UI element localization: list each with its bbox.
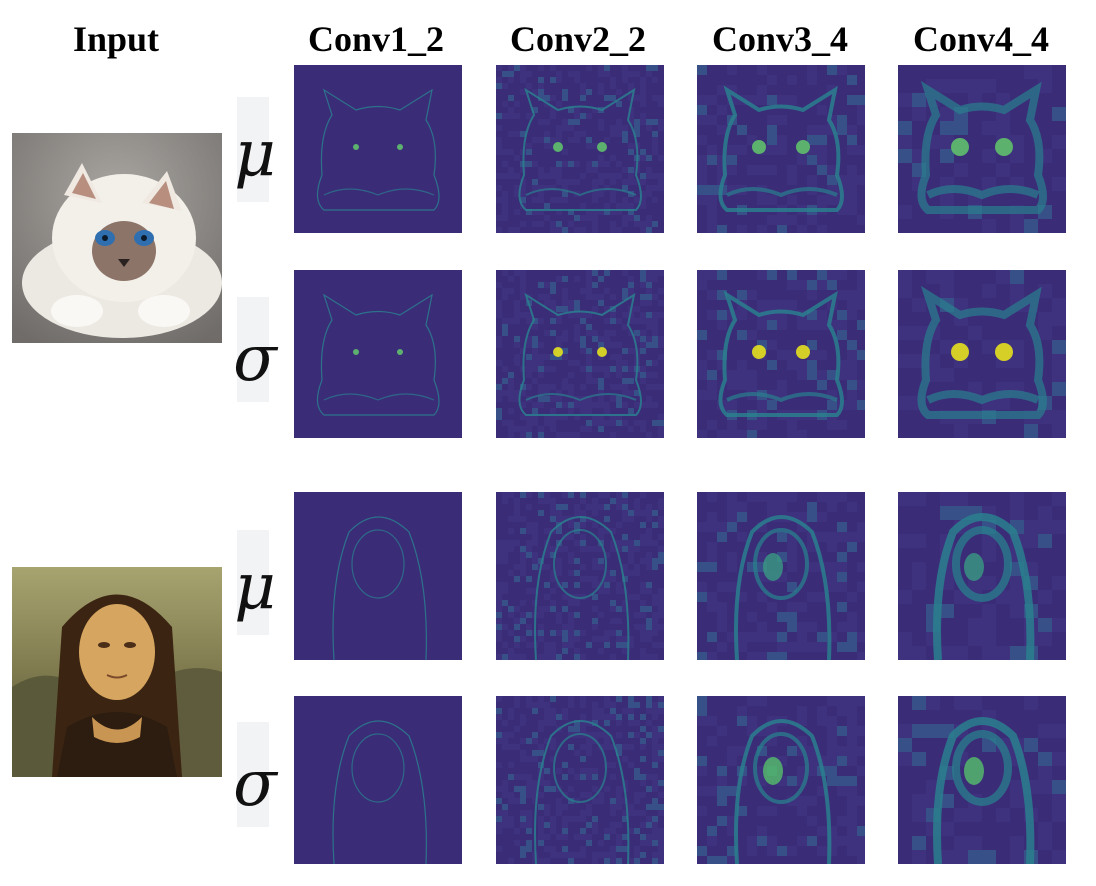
feature-map-cat-mean-3 (697, 65, 865, 233)
symbol-bg-2 (237, 297, 269, 402)
feature-map-cat-mean-1 (294, 65, 462, 233)
header-input: Input (72, 19, 160, 59)
feature-map-mona-lisa-mean-4 (898, 492, 1066, 660)
feature-map-mona-lisa-std-2 (496, 696, 664, 864)
header-conv3-4: Conv3_4 (711, 19, 849, 59)
input-image-mona-lisa (12, 567, 222, 777)
feature-map-cat-mean-4 (898, 65, 1066, 233)
feature-map-mona-lisa-mean-1 (294, 492, 462, 660)
symbol-mu-cat: μ (234, 117, 276, 191)
feature-map-cat-std-1 (294, 270, 462, 438)
header-conv4-4: Conv4_4 (912, 19, 1050, 59)
feature-map-mona-lisa-std-1 (294, 696, 462, 864)
symbol-sigma-cat: σ (233, 322, 277, 396)
feature-map-mona-lisa-mean-2 (496, 492, 664, 660)
feature-map-cat-std-4 (898, 270, 1066, 438)
input-image-cat (12, 133, 222, 343)
header-conv2-2: Conv2_2 (509, 19, 647, 59)
symbol-mu-mona-lisa: μ (234, 550, 276, 624)
feature-map-mona-lisa-std-3 (697, 696, 865, 864)
feature-map-cat-std-2 (496, 270, 664, 438)
symbol-bg-3 (237, 530, 269, 635)
feature-map-cat-std-3 (697, 270, 865, 438)
symbol-sigma-mona-lisa: σ (233, 747, 277, 821)
feature-map-cat-mean-2 (496, 65, 664, 233)
symbol-bg-4 (237, 722, 269, 827)
feature-map-mona-lisa-mean-3 (697, 492, 865, 660)
feature-map-mona-lisa-std-4 (898, 696, 1066, 864)
header-conv1-2: Conv1_2 (307, 19, 445, 59)
symbol-bg-1 (237, 97, 269, 202)
